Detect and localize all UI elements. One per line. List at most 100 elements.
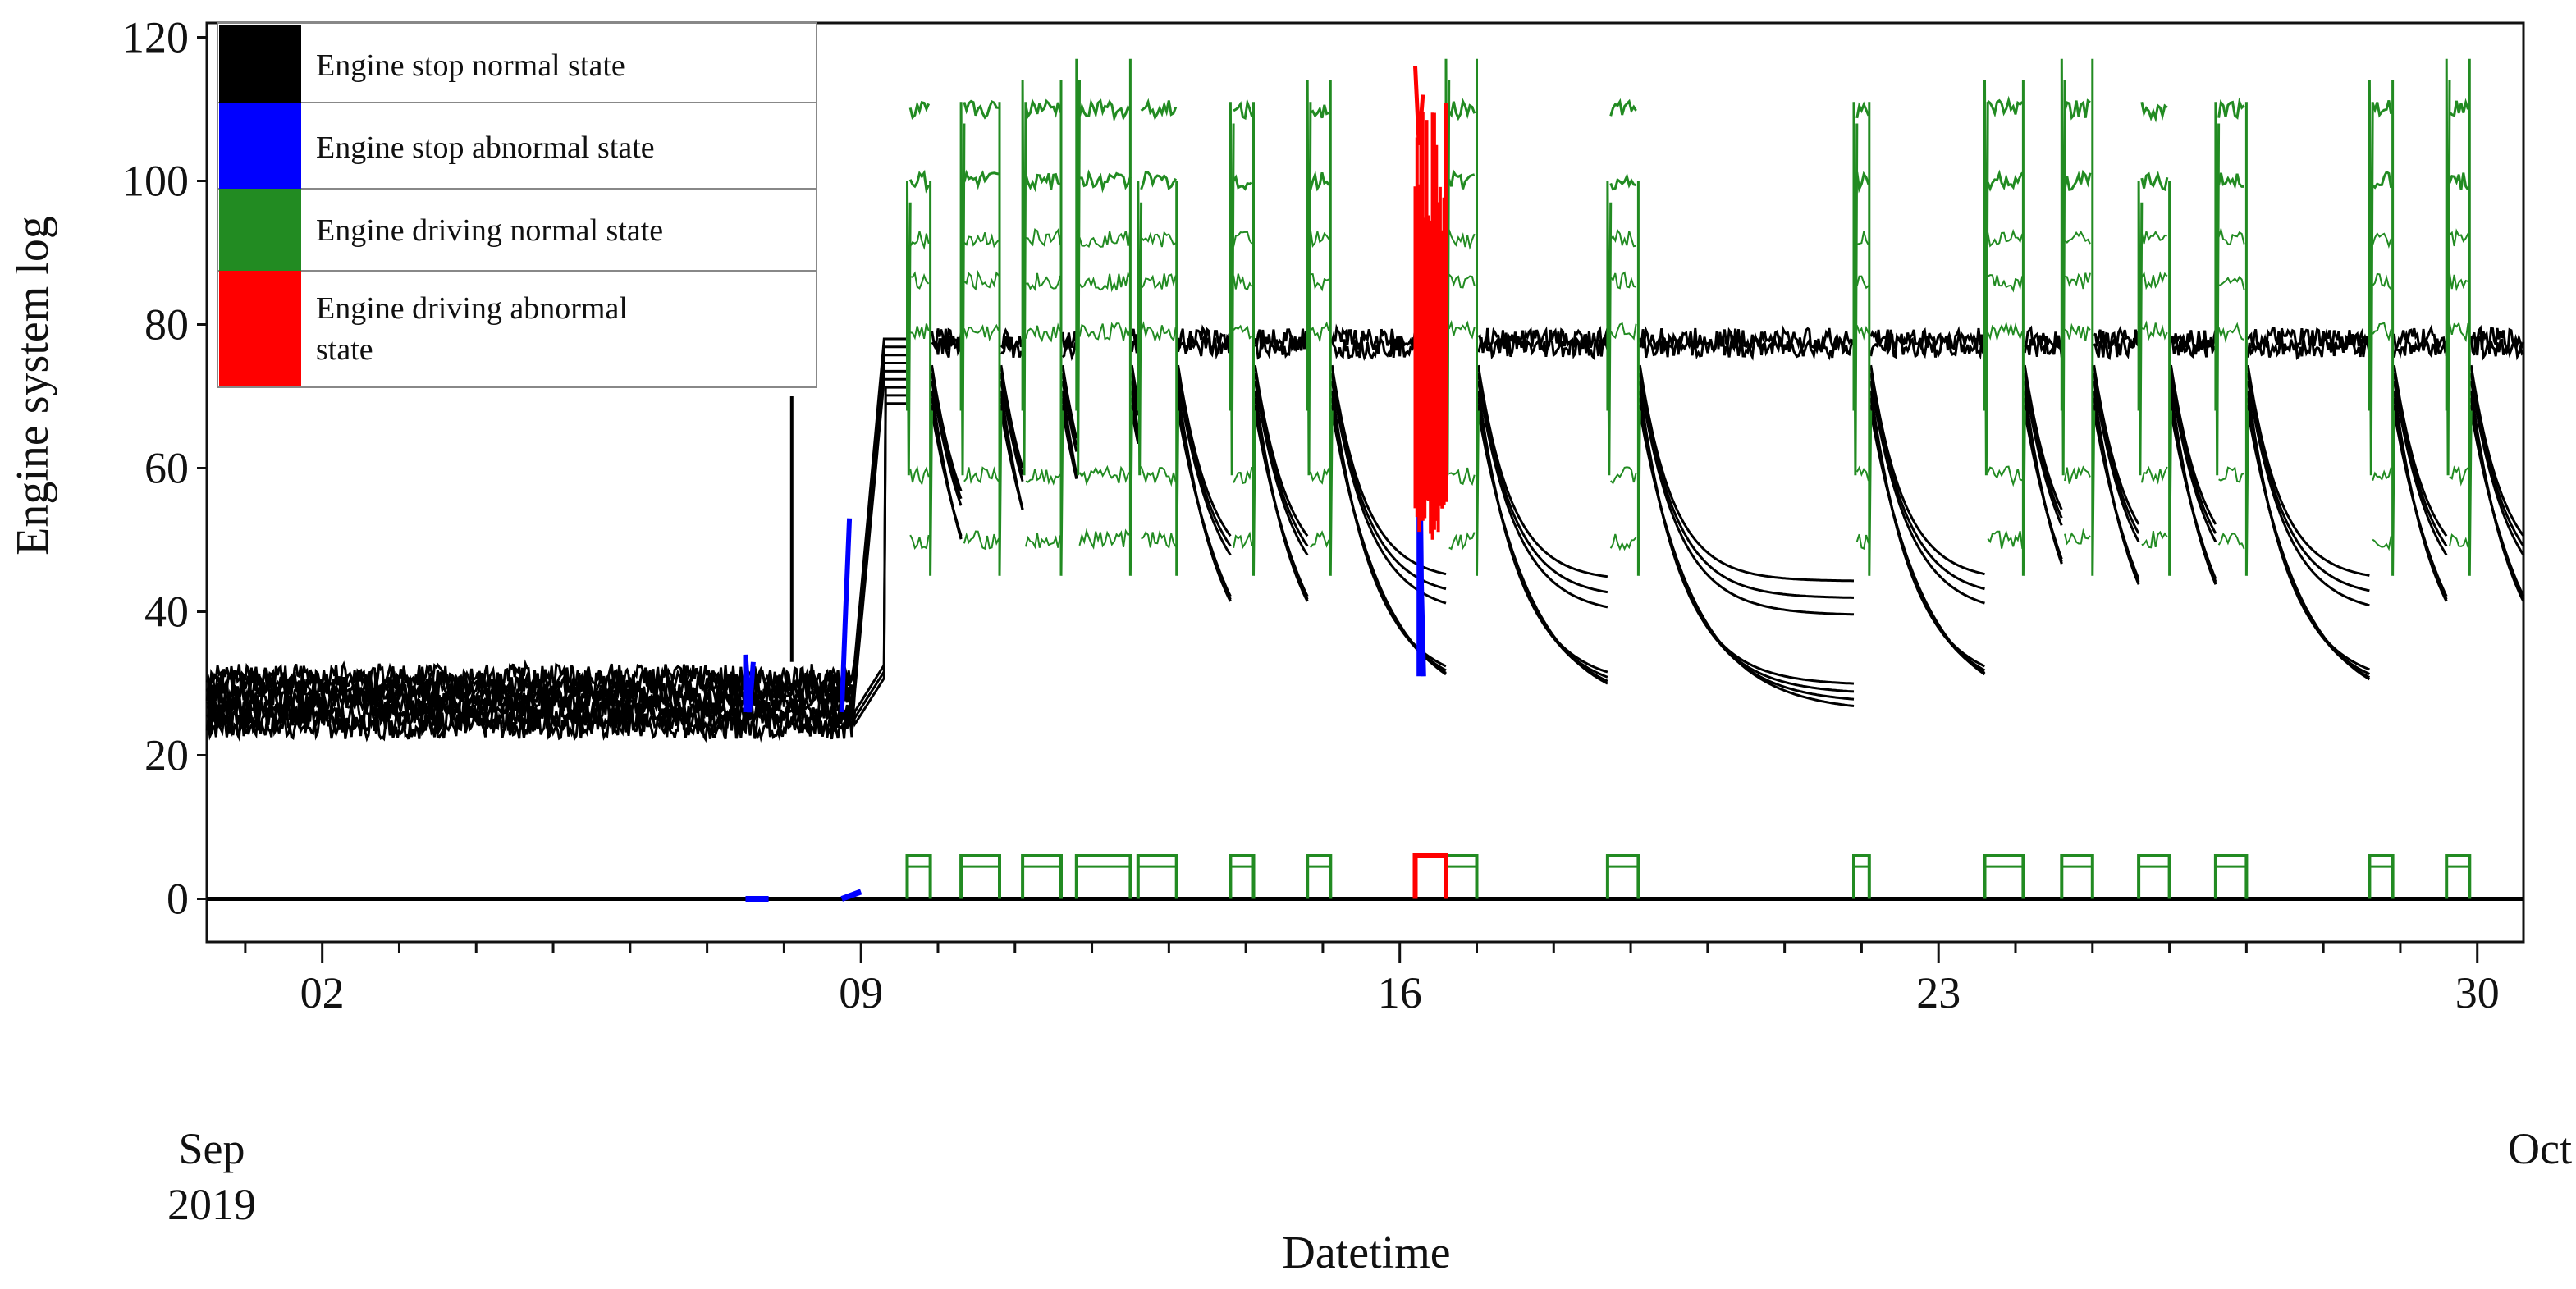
series-stop-normal-line <box>2093 390 2140 585</box>
series-stop-normal-line <box>2170 390 2217 585</box>
legend-swatch-stop-normal <box>219 25 301 103</box>
series-stop-abnormal-line <box>743 654 756 713</box>
series-stop-normal-line <box>1177 324 1232 352</box>
series-driving-normal-plateau <box>1310 273 1329 292</box>
series-driving-normal-spike <box>2445 58 2451 476</box>
series-driving-normal-plateau <box>2217 322 2244 344</box>
series-stop-normal-line <box>1130 390 1140 432</box>
series-driving-normal-plateau <box>2217 226 2245 246</box>
x-start-year-label: 2019 <box>167 1180 256 1229</box>
series-driving-normal-plateau <box>908 100 931 120</box>
series-driving-normal-spike <box>1075 58 1081 476</box>
series-stop-normal-line <box>1000 327 1024 354</box>
series-stop-normal-line <box>1177 390 1232 602</box>
series-driving-normal-plateau <box>1078 271 1132 293</box>
series-driving-normal-plateau <box>1024 98 1062 120</box>
series-stop-normal-line <box>2093 325 2140 350</box>
series-driving-normal-plateau <box>2218 275 2245 290</box>
y-axis-title: Engine system log <box>7 216 58 555</box>
series-driving-normal-spike <box>1306 80 1312 476</box>
series-driving-normal-spike <box>1606 181 1613 476</box>
series-stop-normal-line <box>1253 380 1309 556</box>
series-driving-normal-spike <box>1852 102 1859 476</box>
legend-swatch-stop-abnormal <box>219 103 301 189</box>
series-driving-normal-plateau <box>2140 465 2168 485</box>
series-driving-normal-plateau <box>1233 324 1253 340</box>
series-driving-normal-indicator <box>1021 854 1063 899</box>
y-tick-label: 120 <box>122 13 189 62</box>
series-driving-normal-plateau <box>1233 98 1254 121</box>
series-stop-normal-line <box>2392 380 2448 556</box>
series-stop-normal-line <box>1330 380 1447 605</box>
series-driving-normal-plateau <box>1025 272 1062 292</box>
series-driving-normal-plateau <box>1855 325 1869 341</box>
series-driving-normal-plateau <box>2140 230 2167 245</box>
series-driving-normal-plateau <box>2140 171 2169 192</box>
series-stop-normal-line <box>1638 324 1855 353</box>
series-driving-normal-plateau <box>2064 465 2091 484</box>
series-driving-normal-exit <box>929 181 933 576</box>
series-driving-normal-plateau <box>1448 319 1476 340</box>
series-driving-normal-spike <box>2214 102 2221 476</box>
x-tick-label: 16 <box>1378 968 1422 1017</box>
series-stop-normal-line <box>1061 390 1078 474</box>
series-driving-normal-exit <box>2168 181 2172 576</box>
series-driving-normal-plateau <box>1987 529 2024 550</box>
series-driving-normal-plateau <box>1140 465 1177 487</box>
series-driving-normal-plateau <box>2064 230 2091 245</box>
series-driving-normal-plateau <box>1448 168 1476 190</box>
series-driving-normal-plateau <box>2140 271 2168 290</box>
series-driving-normal-indicator <box>1852 854 1871 899</box>
series-driving-normal-exit <box>1868 102 1873 576</box>
series-driving-normal-plateau <box>1309 468 1330 485</box>
series-stop-normal-line <box>931 380 963 506</box>
series-driving-normal-exit <box>2468 58 2473 576</box>
series-stop-normal-line <box>1253 390 1309 602</box>
series-stop-normal-line <box>1476 373 1608 594</box>
series-driving-normal-plateau <box>1140 273 1177 290</box>
series-stop-normal-line <box>2469 373 2525 547</box>
series-stop-normal-line <box>2469 364 2525 537</box>
series-stop-normal-line <box>1177 380 1232 556</box>
series-driving-normal-plateau <box>2141 320 2168 342</box>
series-stop-normal-line <box>205 337 908 692</box>
series-driving-normal-plateau <box>1233 231 1253 247</box>
series-driving-normal-plateau <box>909 231 930 250</box>
series-driving-normal-exit <box>1128 58 1133 576</box>
series-driving-normal-plateau <box>1025 468 1061 486</box>
series-driving-normal-indicator <box>1229 854 1256 899</box>
series-stop-abnormal-line <box>839 518 853 713</box>
series-stop-normal-line <box>2170 329 2217 353</box>
series-stop-normal-line <box>1476 380 1608 609</box>
series-stop-normal-line <box>1638 390 1855 685</box>
y-tick-label: 0 <box>167 875 189 924</box>
series-driving-normal-spike <box>1983 80 1989 476</box>
series-stop-normal-line <box>2023 380 2063 526</box>
series-driving-normal-plateau <box>963 99 1000 120</box>
series-driving-normal-plateau <box>1855 101 1870 119</box>
series-driving-normal-plateau <box>1448 273 1476 289</box>
series-driving-normal-plateau <box>2372 322 2392 342</box>
series-driving-normal-plateau <box>1856 231 1869 246</box>
series-driving-normal-plateau <box>1609 98 1637 117</box>
series-stop-normal-line <box>2093 364 2140 525</box>
series-driving-normal-plateau <box>908 169 931 194</box>
series-driving-abnormal-peak <box>1413 66 1425 145</box>
series-driving-normal-plateau <box>1855 171 1870 194</box>
series-driving-normal-plateau <box>2064 272 2091 290</box>
series-stop-normal-line <box>1869 326 1986 353</box>
series-driving-normal-spike <box>1021 80 1027 476</box>
series-driving-normal-plateau <box>1609 466 1637 485</box>
series-driving-normal-plateau <box>1448 229 1476 250</box>
series-driving-normal-plateau <box>1855 465 1869 482</box>
series-driving-normal-plateau <box>963 169 1000 190</box>
series-stop-normal-line <box>1638 364 1854 583</box>
series-stop-normal-line <box>1330 364 1447 576</box>
series-stop-normal-line <box>2246 380 2370 607</box>
series-driving-normal-exit <box>1636 181 1641 576</box>
series-driving-normal-indicator <box>2213 854 2249 899</box>
series-driving-normal-plateau <box>1987 465 2023 487</box>
series-driving-normal-plateau <box>963 530 1000 551</box>
series-driving-normal-plateau <box>2372 232 2392 249</box>
